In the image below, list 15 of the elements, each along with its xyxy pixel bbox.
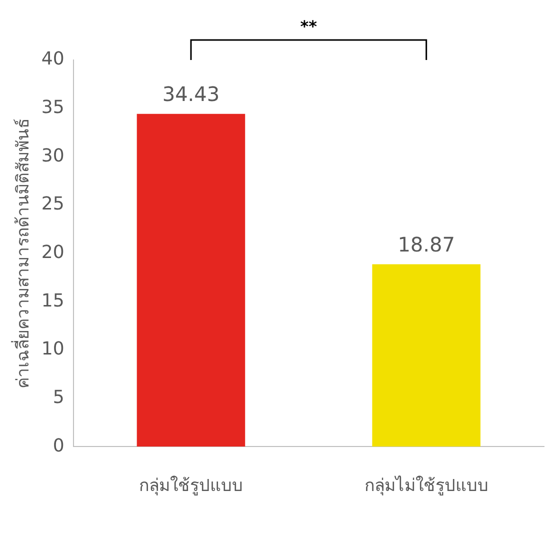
- data-label: 18.87: [398, 232, 455, 256]
- y-tick-label: 5: [52, 386, 64, 408]
- y-tick-label: 40: [41, 48, 64, 70]
- y-tick-label: 20: [41, 242, 64, 263]
- data-label: 34.43: [162, 82, 220, 106]
- y-tick-label: 10: [41, 338, 64, 360]
- y-tick-label: 25: [41, 194, 64, 215]
- y-tick-label: 30: [41, 145, 64, 166]
- x-tick-label: กลุ่มใช้รูปแบบ: [138, 475, 243, 496]
- x-tick-label: กลุ่มไม่ใช้รูปแบบ: [364, 475, 488, 496]
- y-tick-label: 35: [41, 96, 64, 118]
- y-tick-label: 15: [41, 290, 64, 312]
- y-tick-label: 0: [52, 435, 64, 456]
- y-axis-title: ค่าเฉลี่ยความสามารถด้านมิติสัมพันธ์: [10, 118, 34, 388]
- text: **: [300, 17, 318, 36]
